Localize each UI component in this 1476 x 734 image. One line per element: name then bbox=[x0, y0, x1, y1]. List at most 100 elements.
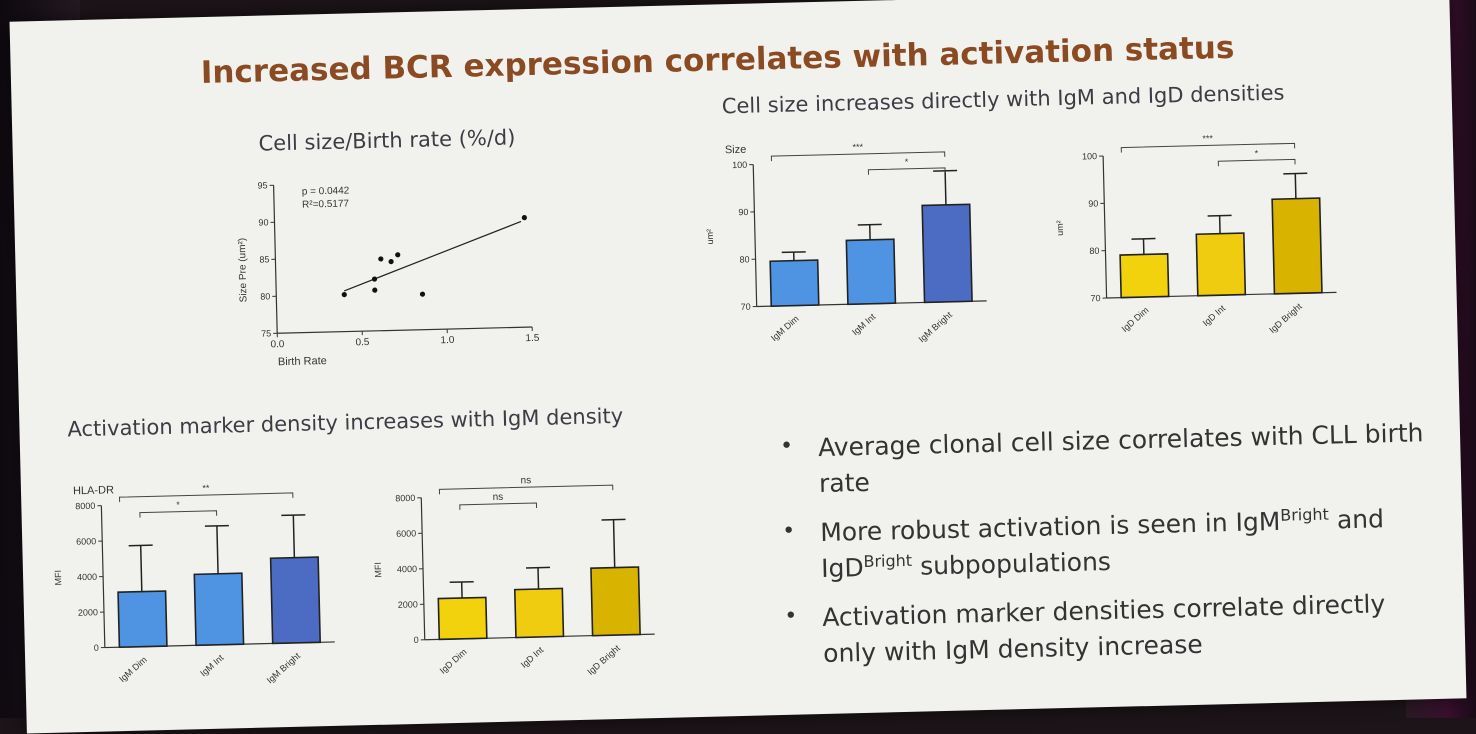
y-tick-label: 2000 bbox=[398, 599, 418, 609]
y-axis-label: um² bbox=[705, 229, 715, 245]
significance-label: * bbox=[176, 500, 180, 510]
significance-label: * bbox=[905, 157, 909, 167]
y-axis-label: MFI bbox=[373, 562, 383, 578]
chart-top-label: HLA-DR bbox=[73, 484, 114, 497]
bar bbox=[438, 597, 487, 639]
error-bar-cap bbox=[858, 224, 882, 225]
bullet-text: Activation marker densities correlate di… bbox=[822, 585, 1446, 671]
stat-annotation: R²=0.5177 bbox=[302, 198, 350, 210]
significance-bracket bbox=[460, 503, 537, 510]
chart-top-label: Size bbox=[725, 144, 747, 157]
error-bar-cap bbox=[782, 252, 806, 253]
cell-size-heading: Cell size increases directly with IgM an… bbox=[722, 81, 1285, 119]
error-bar-cap bbox=[281, 515, 305, 516]
y-tick-label: 0 bbox=[414, 635, 419, 645]
slide-title: Increased BCR expression correlates with… bbox=[200, 28, 1301, 91]
bullet-superscript: Bright bbox=[863, 550, 912, 570]
y-tick-label: 80 bbox=[739, 254, 749, 264]
bar bbox=[515, 588, 564, 637]
bullet-dot-icon: • bbox=[780, 430, 820, 502]
y-axis-label: Size Pre (um²) bbox=[237, 238, 250, 303]
scatter-point bbox=[388, 259, 393, 264]
scatter-point bbox=[522, 215, 527, 220]
error-bar bbox=[293, 515, 294, 558]
bar bbox=[118, 591, 167, 647]
x-tick-label: 1.0 bbox=[440, 335, 455, 346]
scatter-point bbox=[372, 276, 377, 281]
bullet-item: • Average clonal cell size correlates wi… bbox=[780, 415, 1442, 502]
significance-label: *** bbox=[852, 142, 863, 152]
x-axis-label: Birth Rate bbox=[278, 355, 327, 368]
significance-bracket bbox=[1121, 143, 1294, 152]
y-tick-label: 100 bbox=[732, 160, 747, 170]
y-tick-label: 4000 bbox=[77, 572, 97, 582]
x-tick-label: IgD Bright bbox=[1267, 301, 1304, 335]
x-tick-label: IgM Dim bbox=[769, 313, 801, 343]
error-bar-cap bbox=[1208, 215, 1232, 216]
error-bar-cap bbox=[526, 567, 550, 568]
y-tick-label: 6000 bbox=[76, 536, 96, 546]
y-axis-label: MFI bbox=[53, 570, 63, 586]
bar bbox=[271, 557, 321, 643]
significance-bracket bbox=[1218, 159, 1295, 166]
scatter-point bbox=[378, 256, 383, 261]
error-bar bbox=[945, 171, 946, 205]
bar bbox=[1120, 254, 1169, 298]
x-tick-label: IgD Dim bbox=[438, 647, 469, 676]
bar bbox=[194, 573, 243, 645]
x-tick-label: IgM Bright bbox=[265, 650, 303, 685]
y-tick-label: 80 bbox=[260, 291, 270, 301]
error-bar bbox=[141, 545, 142, 591]
x-tick-label: 1.5 bbox=[525, 333, 540, 344]
bullet-text: More robust activation is seen in IgM Bri… bbox=[820, 500, 1444, 586]
x-tick-label: IgM Int bbox=[850, 311, 878, 337]
x-tick-label: IgD Bright bbox=[585, 643, 622, 677]
x-tick-label: IgM Dim bbox=[117, 655, 149, 685]
x-tick-label: IgM Int bbox=[198, 652, 226, 678]
x-axis-line bbox=[277, 327, 532, 333]
significance-bracket bbox=[140, 511, 217, 518]
y-tick-label: 70 bbox=[741, 302, 751, 312]
bullet-text-part: subpopulations bbox=[912, 546, 1111, 580]
bullet-item: • Activation marker densities correlate … bbox=[784, 585, 1446, 672]
x-tick-label: IgD Int bbox=[519, 644, 546, 669]
error-bar-cap bbox=[205, 526, 229, 527]
significance-label: *** bbox=[1202, 133, 1213, 143]
significance-bracket bbox=[439, 485, 612, 494]
bar bbox=[1272, 198, 1322, 294]
error-bar-cap bbox=[1283, 173, 1307, 174]
y-tick-label: 70 bbox=[1090, 293, 1100, 303]
y-tick-label: 90 bbox=[738, 207, 748, 217]
x-tick-label: IgM Bright bbox=[917, 309, 955, 344]
y-axis-line bbox=[753, 165, 756, 307]
y-tick-label: 8000 bbox=[395, 493, 415, 503]
y-tick-label: 95 bbox=[257, 180, 267, 190]
error-bar-cap bbox=[450, 582, 474, 583]
y-tick-label: 6000 bbox=[396, 528, 416, 538]
y-tick-label: 80 bbox=[1089, 246, 1099, 256]
y-tick-label: 2000 bbox=[78, 607, 98, 617]
significance-label: ** bbox=[202, 483, 210, 493]
bullet-item: • More robust activation is seen in IgM B… bbox=[782, 500, 1444, 587]
significance-label: * bbox=[1255, 148, 1259, 158]
bar bbox=[591, 567, 640, 636]
bar bbox=[1196, 233, 1245, 296]
significance-label: ns bbox=[520, 475, 531, 486]
scatter-point bbox=[420, 292, 425, 297]
y-tick-label: 90 bbox=[1088, 198, 1098, 208]
scatter-point bbox=[395, 252, 400, 257]
bar bbox=[922, 204, 972, 302]
stat-annotation: p = 0.0442 bbox=[302, 185, 350, 197]
presentation-slide: Increased BCR expression correlates with… bbox=[10, 0, 1467, 733]
y-tick-label: 8000 bbox=[75, 501, 95, 511]
igm-size-bar-chart: 70 80 90 100 Size um² IgM Dim IgM Int IgM Bright… bbox=[692, 123, 998, 360]
bullet-dot-icon: • bbox=[782, 515, 822, 587]
bullet-text-part: More robust activation is seen in IgM bbox=[820, 507, 1281, 547]
y-axis-label: um² bbox=[1055, 220, 1065, 236]
y-tick-label: 90 bbox=[258, 217, 268, 227]
